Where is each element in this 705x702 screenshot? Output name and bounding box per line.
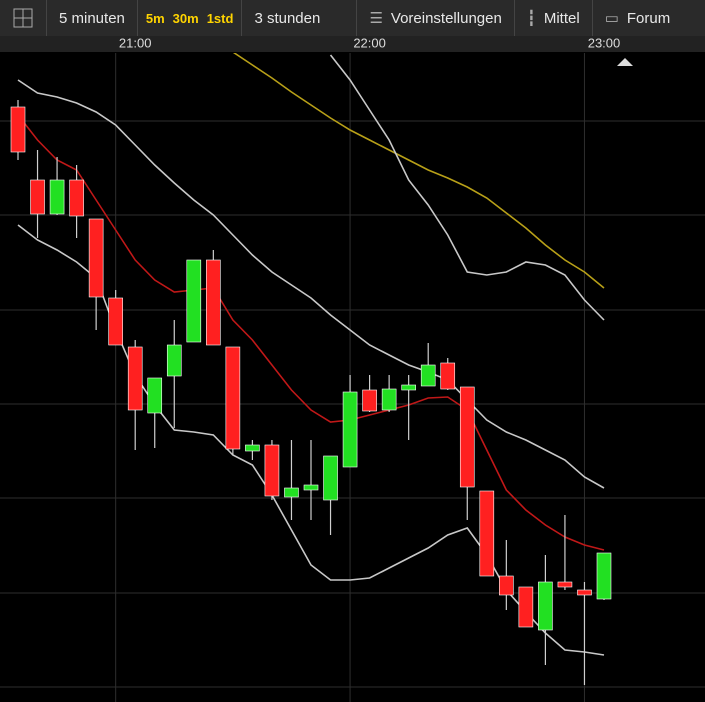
- candle-body: [440, 362, 456, 390]
- presets-icon: ☰: [369, 10, 383, 27]
- quick-button[interactable]: 30m: [172, 10, 199, 26]
- candle-body: [362, 389, 377, 412]
- candle-body: [10, 106, 26, 153]
- candle-body: [479, 490, 495, 577]
- candle-body: [381, 388, 397, 411]
- presets-label: Voreinstellungen: [390, 9, 502, 27]
- candle-body: [538, 581, 553, 631]
- range-button[interactable]: 3 stunden: [242, 0, 358, 36]
- x-tick-label: 21:00: [119, 35, 152, 50]
- candle-body: [186, 259, 202, 343]
- candle-body: [342, 391, 358, 468]
- candle-body: [245, 444, 260, 452]
- candle-body: [166, 344, 182, 377]
- candle-body: [499, 575, 514, 596]
- candle-body: [323, 455, 338, 501]
- candle-body: [225, 346, 241, 450]
- x-tick-label: 22:00: [353, 35, 386, 50]
- plot: [0, 53, 705, 702]
- forum-icon: ▭: [604, 10, 619, 27]
- layout-icon: [13, 8, 33, 28]
- quick-button[interactable]: 5m: [145, 10, 165, 26]
- candle-body: [127, 346, 143, 411]
- candle-body: [420, 364, 436, 387]
- time-axis: [0, 36, 705, 52]
- candle-body: [401, 384, 416, 391]
- style-icon: ┇: [526, 10, 536, 27]
- candle-body: [147, 377, 163, 414]
- style-button[interactable]: ┇ Mittel: [515, 0, 593, 36]
- candle-body: [264, 444, 280, 497]
- style-label: Mittel: [543, 9, 580, 27]
- candle-body: [596, 552, 612, 600]
- candle-body: [303, 484, 319, 491]
- indicator-line: [232, 53, 605, 289]
- toolbar: 5 minuten 5m 30m 1std 3 stunden ☰ Voreins…: [0, 0, 705, 37]
- x-tick-label: 23:00: [588, 35, 621, 50]
- candle-body: [518, 586, 534, 628]
- candle-body: [108, 297, 123, 346]
- candle-body: [557, 581, 573, 588]
- candle-body: [30, 179, 45, 215]
- candle-body: [577, 589, 592, 596]
- forum-label: Forum: [626, 9, 671, 27]
- layout-button[interactable]: [0, 0, 47, 36]
- quick-group: 5m 30m 1std: [138, 0, 243, 36]
- now-marker: [617, 58, 633, 66]
- presets-button[interactable]: ☰ Voreinstellungen: [357, 0, 515, 36]
- candle-body: [284, 487, 299, 498]
- candle-body: [206, 259, 221, 346]
- interval-button[interactable]: 5 minuten: [47, 0, 138, 36]
- candle-body: [69, 179, 84, 217]
- indicator-line: [17, 79, 605, 489]
- indicator-line: [329, 54, 605, 321]
- forum-button[interactable]: ▭ Forum: [593, 0, 683, 36]
- candle-body: [459, 386, 475, 488]
- candle-body: [88, 218, 104, 298]
- candle-body: [49, 179, 65, 215]
- indicator-line: [17, 114, 605, 551]
- quick-button[interactable]: 1std: [206, 10, 234, 26]
